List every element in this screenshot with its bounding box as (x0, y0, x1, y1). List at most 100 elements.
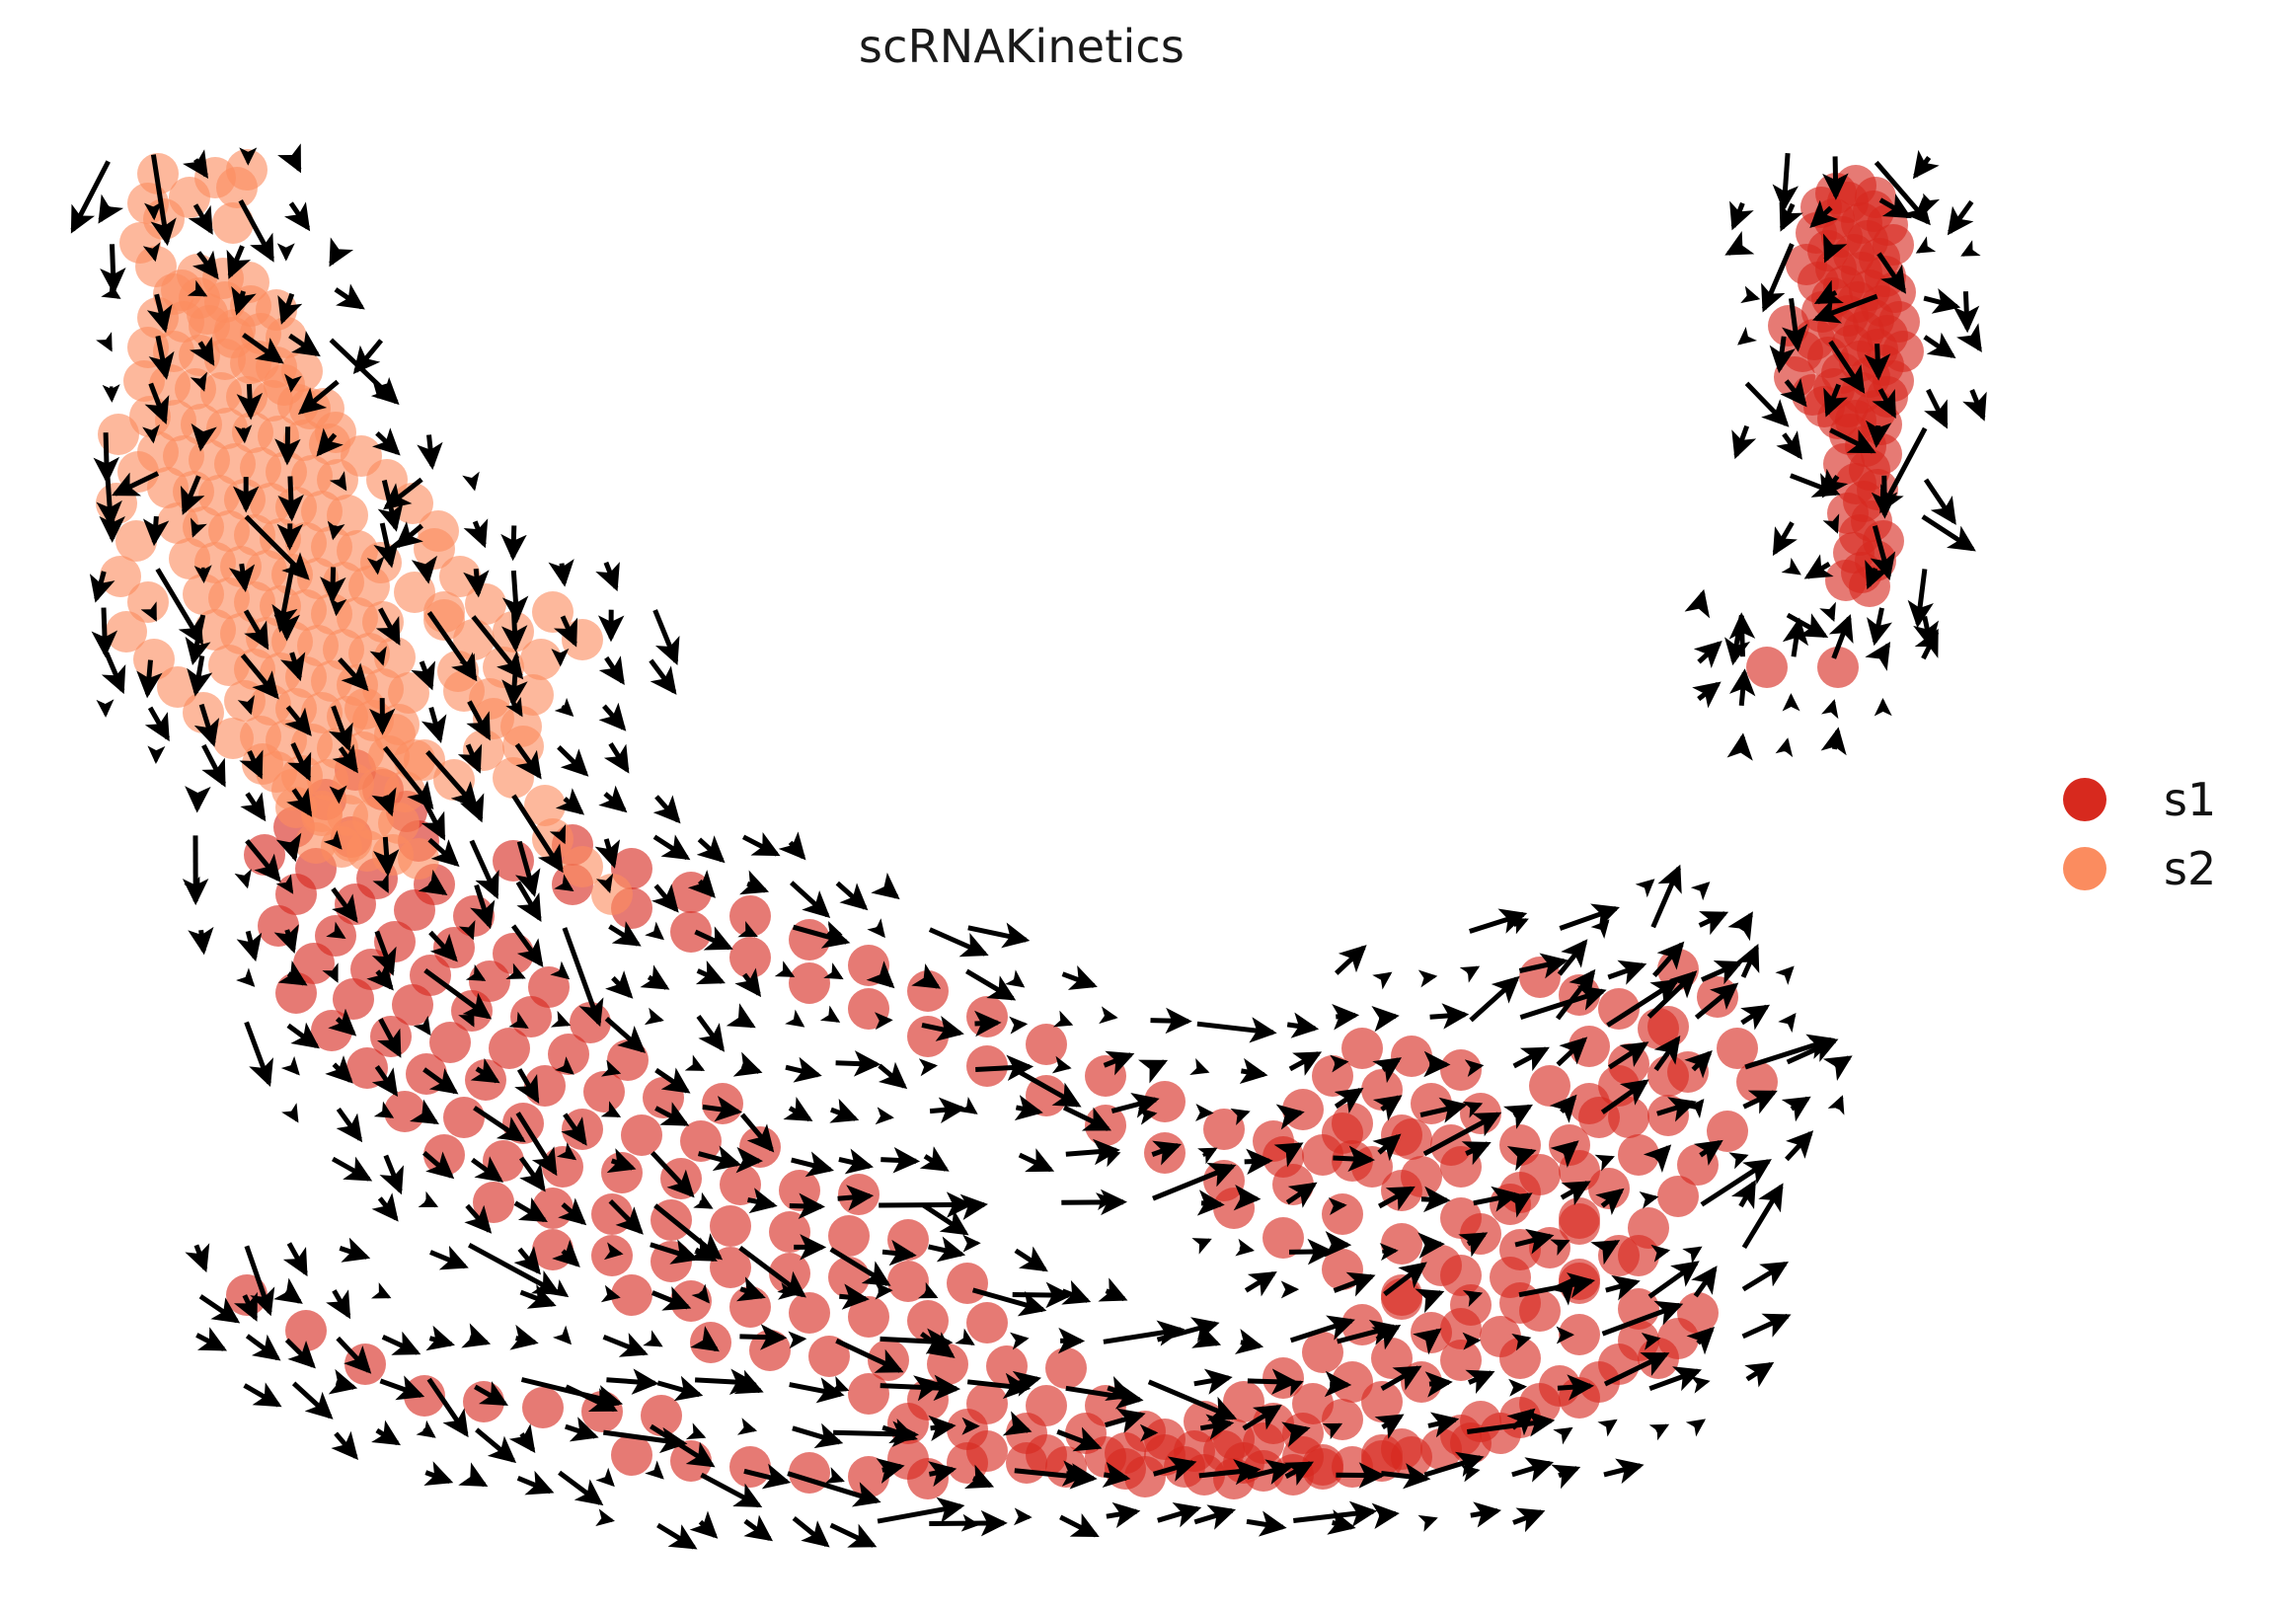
velocity-arrow (514, 1068, 540, 1104)
velocity-arrow (696, 1015, 726, 1052)
velocity-arrow (1557, 939, 1588, 976)
velocity-arrow (511, 794, 564, 874)
velocity-arrow (366, 961, 394, 991)
scatter-point (1717, 1028, 1758, 1069)
velocity-arrow (373, 522, 400, 569)
velocity-arrow (328, 1008, 357, 1036)
velocity-arrow (428, 930, 458, 962)
velocity-arrow (136, 659, 163, 699)
velocity-arrow (1782, 297, 1808, 352)
velocity-arrow (244, 514, 310, 580)
velocity-arrow (281, 1103, 299, 1123)
velocity-arrow (790, 881, 831, 918)
scatter-point (887, 1438, 929, 1480)
velocity-arrow (1772, 521, 1798, 557)
velocity-arrow (1923, 478, 1956, 525)
velocity-arrow (687, 1237, 718, 1263)
velocity-arrow (458, 1007, 475, 1028)
scatter-point (966, 1045, 1008, 1087)
velocity-arrow (651, 1286, 692, 1311)
velocity-arrow (549, 1279, 570, 1298)
velocity-arrow (322, 962, 339, 983)
scatter-point (423, 599, 465, 641)
velocity-arrow (1726, 732, 1753, 761)
velocity-arrow (148, 335, 175, 380)
velocity-arrow (880, 1146, 921, 1174)
velocity-arrow (1822, 1055, 1853, 1082)
velocity-arrow (286, 787, 313, 817)
velocity-arrow (1424, 1371, 1453, 1398)
velocity-arrow (1061, 1279, 1092, 1305)
velocity-arrow (1557, 1374, 1595, 1401)
velocity-arrow (1952, 291, 1980, 334)
scatter-point (591, 874, 633, 915)
velocity-arrow (244, 1021, 273, 1088)
velocity-arrow (928, 927, 989, 958)
velocity-arrow (1285, 1182, 1318, 1208)
velocity-arrow (1286, 1012, 1320, 1038)
velocity-arrow (1459, 965, 1481, 983)
scatter-point (212, 718, 254, 759)
scatter-point (611, 1434, 652, 1476)
velocity-arrow (1461, 1141, 1492, 1166)
velocity-arrow (1827, 1095, 1845, 1115)
scatter-point (1746, 647, 1788, 688)
velocity-arrow (974, 1010, 1002, 1037)
velocity-arrow (516, 1470, 555, 1496)
velocity-arrow (1878, 193, 1912, 219)
velocity-arrow (552, 1239, 580, 1267)
velocity-arrow (702, 1096, 742, 1122)
velocity-arrow (918, 1281, 939, 1299)
velocity-arrow (1772, 153, 1799, 212)
velocity-arrow (509, 1324, 539, 1350)
velocity-arrow (240, 792, 267, 822)
velocity-arrow (1377, 1186, 1416, 1211)
velocity-arrow (515, 1112, 558, 1177)
velocity-arrow (687, 870, 716, 898)
scatter-point (907, 1016, 949, 1057)
velocity-arrow (1235, 1238, 1255, 1257)
velocity-arrow (146, 293, 173, 334)
velocity-arrow (234, 424, 253, 444)
velocity-arrow (735, 1276, 766, 1302)
velocity-arrow (1727, 911, 1753, 942)
legend-entry-s2[interactable]: s2 (2063, 834, 2270, 903)
velocity-arrow (971, 1287, 1047, 1317)
velocity-arrow (1947, 199, 1974, 236)
velocity-arrow (867, 918, 885, 939)
velocity-arrow (1923, 288, 1961, 314)
velocity-arrow (1550, 1140, 1579, 1168)
velocity-arrow (331, 1156, 373, 1182)
velocity-arrow (1741, 1261, 1790, 1292)
velocity-arrow (1419, 1097, 1468, 1123)
velocity-arrow (1374, 1414, 1405, 1439)
velocity-arrow (1512, 1507, 1546, 1533)
velocity-arrow (1694, 982, 1739, 1020)
velocity-arrow (287, 742, 312, 782)
scatter-point (1302, 1134, 1343, 1176)
velocity-arrow (595, 1508, 615, 1527)
velocity-arrow (1650, 864, 1682, 929)
legend-entry-s1[interactable]: s1 (2063, 765, 2270, 834)
velocity-arrow (774, 960, 796, 978)
velocity-arrow (372, 379, 390, 400)
velocity-arrow (1511, 1334, 1532, 1351)
velocity-arrow (96, 332, 113, 352)
velocity-arrow (595, 561, 620, 592)
velocity-arrow (383, 477, 423, 510)
scatter-point (947, 1442, 988, 1484)
velocity-arrow (1647, 1261, 1700, 1299)
scatter-point (1736, 1061, 1778, 1103)
scatter-point (1598, 1235, 1640, 1276)
scatter-point (404, 739, 445, 781)
velocity-arrow (598, 702, 627, 731)
plot-title: scRNAKinetics (858, 20, 1186, 73)
velocity-arrow (960, 1513, 980, 1532)
velocity-arrow (739, 1324, 788, 1350)
scatter-point (1312, 1055, 1353, 1097)
scatter-point (1628, 1207, 1669, 1249)
velocity-arrow (188, 926, 214, 956)
scatter-point (331, 820, 372, 862)
scatter-point (1519, 1290, 1561, 1332)
velocity-arrow (792, 1515, 830, 1548)
